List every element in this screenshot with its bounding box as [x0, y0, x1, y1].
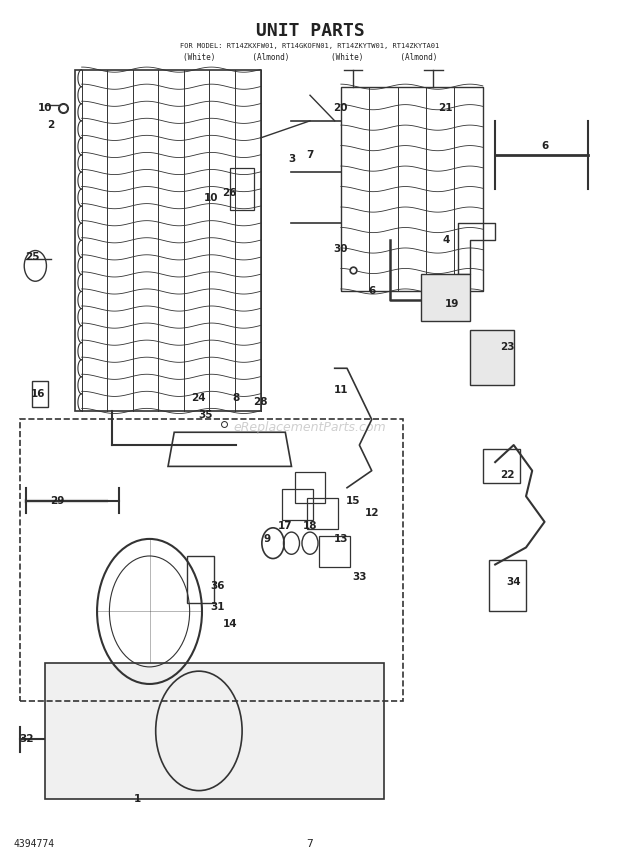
- Text: 16: 16: [31, 389, 46, 399]
- Text: 20: 20: [334, 103, 348, 113]
- Text: 30: 30: [334, 244, 348, 254]
- Text: 14: 14: [223, 619, 237, 629]
- Text: 33: 33: [352, 573, 366, 582]
- Bar: [187, 556, 215, 603]
- Text: 32: 32: [19, 734, 33, 745]
- Text: 6: 6: [368, 287, 375, 296]
- Bar: [282, 490, 313, 520]
- Text: 34: 34: [507, 577, 521, 586]
- Bar: [483, 449, 520, 484]
- Text: eReplacementParts.com: eReplacementParts.com: [234, 421, 386, 435]
- Text: 7: 7: [306, 150, 314, 160]
- Text: 2: 2: [47, 120, 55, 130]
- Bar: [45, 663, 384, 800]
- Text: 25: 25: [25, 253, 40, 262]
- Text: 21: 21: [438, 103, 453, 113]
- Bar: [294, 473, 326, 503]
- Bar: [230, 168, 254, 211]
- Text: 4394774: 4394774: [14, 840, 55, 849]
- Text: 13: 13: [334, 534, 348, 544]
- Bar: [421, 275, 471, 321]
- Bar: [341, 86, 483, 292]
- Text: 11: 11: [334, 384, 348, 395]
- Text: 29: 29: [50, 496, 64, 506]
- Text: 8: 8: [232, 393, 239, 403]
- Text: 35: 35: [198, 410, 212, 420]
- Bar: [32, 381, 48, 407]
- Text: 10: 10: [37, 103, 52, 113]
- Text: 22: 22: [500, 470, 515, 480]
- Text: 15: 15: [346, 496, 360, 506]
- Bar: [307, 498, 338, 529]
- Text: 1: 1: [133, 794, 141, 804]
- Text: UNIT PARTS: UNIT PARTS: [255, 22, 365, 40]
- Text: 19: 19: [445, 300, 459, 309]
- Text: 26: 26: [223, 188, 237, 199]
- Text: 31: 31: [210, 602, 224, 612]
- Bar: [20, 419, 402, 701]
- Bar: [76, 69, 260, 411]
- Text: 10: 10: [204, 193, 218, 203]
- Text: 12: 12: [365, 508, 379, 519]
- Text: 4: 4: [442, 235, 450, 246]
- Text: 24: 24: [192, 393, 206, 403]
- Text: 36: 36: [210, 581, 224, 591]
- Text: 23: 23: [500, 342, 515, 352]
- Text: 7: 7: [307, 840, 313, 849]
- Text: 3: 3: [288, 154, 295, 164]
- Text: FOR MODEL: RT14ZKXFW01, RT14GKOFN01, RT14ZKYTW01, RT14ZKYTA01: FOR MODEL: RT14ZKXFW01, RT14GKOFN01, RT1…: [180, 43, 440, 49]
- Text: (White)        (Almond)         (White)        (Almond): (White) (Almond) (White) (Almond): [183, 53, 437, 62]
- Bar: [471, 330, 514, 385]
- Bar: [319, 537, 350, 567]
- Bar: [489, 560, 526, 611]
- Text: 9: 9: [264, 534, 270, 544]
- Text: 18: 18: [303, 521, 317, 531]
- Text: 28: 28: [254, 397, 268, 407]
- Text: 17: 17: [278, 521, 293, 531]
- Text: 6: 6: [541, 141, 548, 152]
